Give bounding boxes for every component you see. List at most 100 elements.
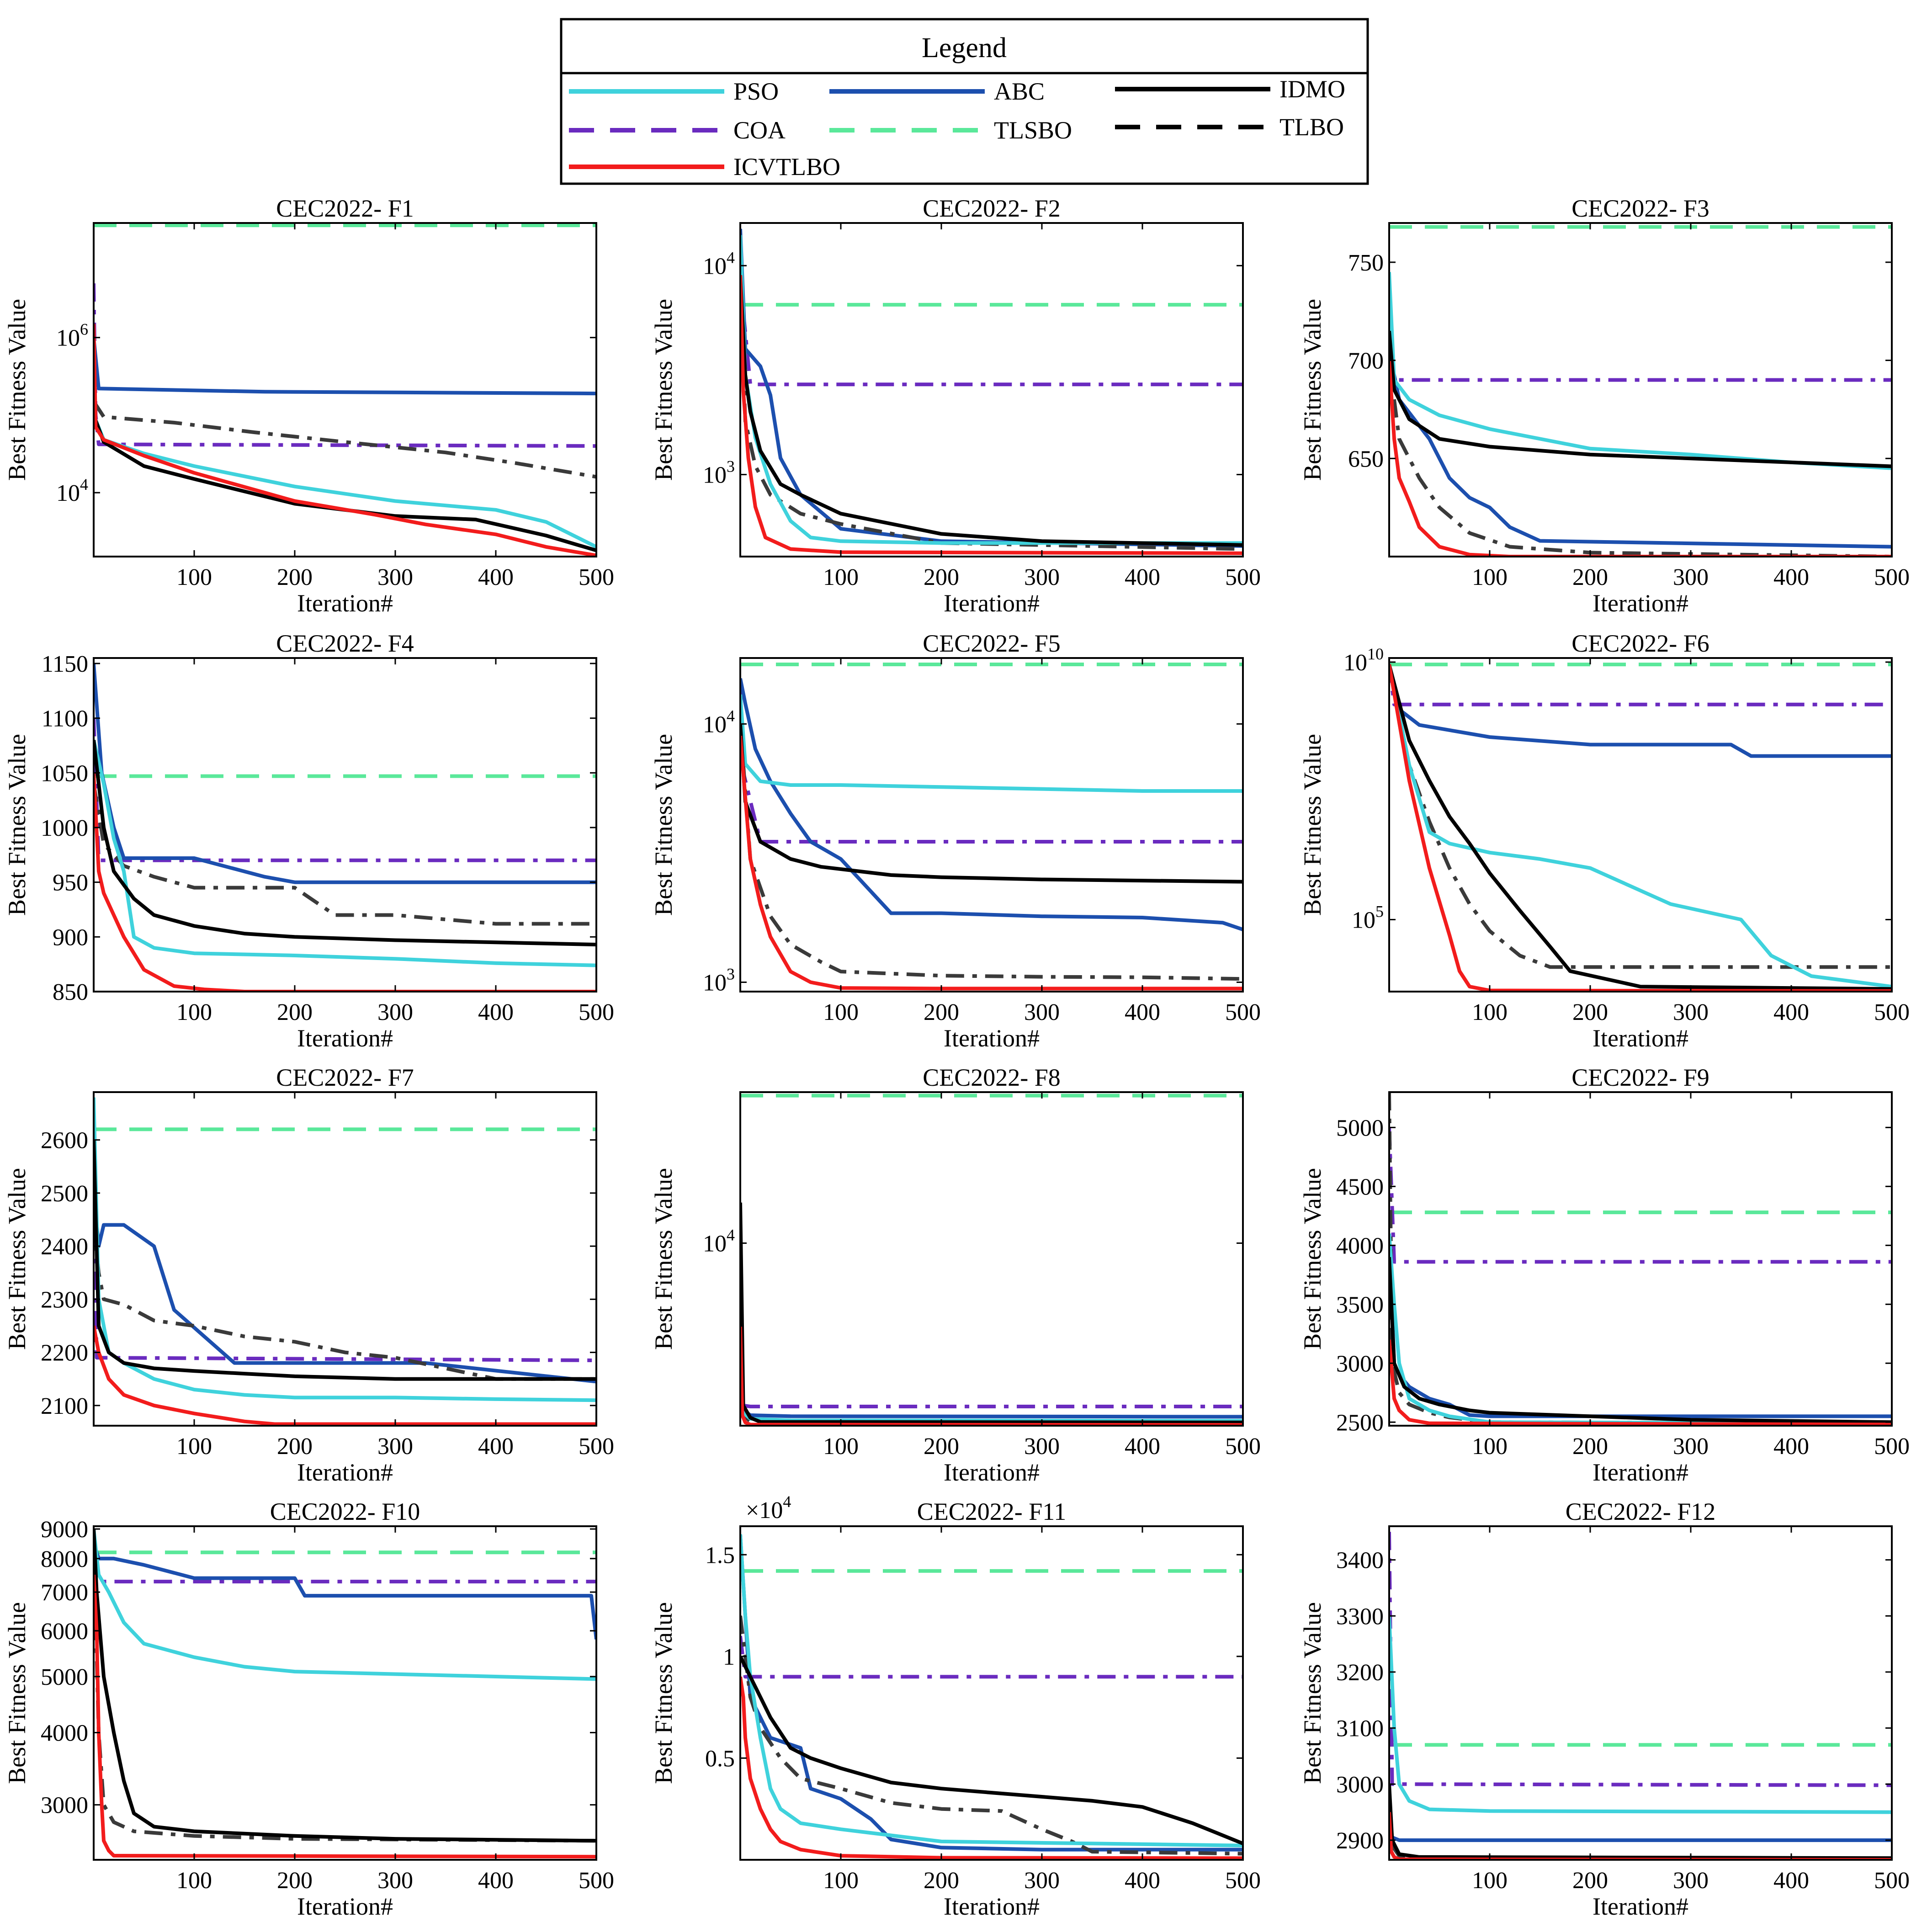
series-coa [740, 1635, 1243, 1679]
y-tick-label: 1000 [41, 815, 88, 841]
x-tick-label: 500 [1225, 1433, 1261, 1460]
x-tick-label: 400 [1773, 999, 1809, 1025]
x-tick-label: 500 [579, 1433, 614, 1460]
y-tick-base: 10 [703, 1231, 727, 1257]
x-axis-label: Iteration# [297, 1459, 393, 1486]
y-tick-label: 4000 [41, 1720, 88, 1746]
y-tick-label: 8000 [41, 1546, 88, 1572]
y-axis-label: Best Fitness Value [1299, 734, 1326, 916]
x-axis-label: Iteration# [1593, 1893, 1688, 1920]
x-tick-label: 200 [277, 1868, 313, 1894]
y-tick-exponent: 10 [1367, 645, 1384, 663]
x-tick-label: 500 [579, 999, 614, 1025]
x-tick-label: 200 [1572, 1433, 1608, 1460]
y-tick-label: 3300 [1336, 1603, 1384, 1629]
series-icvtlbo [94, 324, 596, 557]
y-tick-label: 2600 [41, 1128, 88, 1154]
x-tick-label: 100 [1472, 1868, 1508, 1894]
y-tick-label: 1050 [41, 760, 88, 786]
legend: Legend PSO ABC IDMO COA TLSBO TLBO ICVTLBO [560, 18, 1369, 185]
y-tick-exponent: 4 [727, 1226, 735, 1244]
y-tick-label: 2500 [41, 1181, 88, 1207]
y-tick-base: 10 [1352, 907, 1375, 933]
y-tick-exponent: 4 [727, 248, 735, 266]
x-tick-label: 100 [823, 1868, 859, 1894]
x-axis-label: Iteration# [1593, 1459, 1688, 1486]
y-axis-label: Best Fitness Value [3, 734, 31, 916]
y-tick-label: 750 [1348, 250, 1384, 276]
y-tick-label: 9000 [41, 1517, 88, 1543]
y-tick-exponent: 3 [727, 965, 735, 983]
plot-frame [93, 1525, 597, 1861]
panel-cec2022-f7: 100 200 300 400 500 2100 2200 2300 2400 2500 2600 C… [3, 1064, 614, 1486]
y-tick-label: 650 [1348, 446, 1384, 472]
plot-frame [1388, 1091, 1893, 1427]
x-tick-label: 500 [579, 1868, 614, 1894]
x-tick-label: 200 [1572, 564, 1608, 590]
plot-area [740, 1526, 1243, 1860]
y-tick-label: 104 [56, 475, 88, 506]
series-idmo [740, 724, 1243, 884]
x-tick-label: 400 [478, 564, 514, 590]
x-tick-label: 100 [823, 999, 859, 1025]
legend-label-icvtlbo: ICVTLBO [733, 153, 840, 180]
y-tick-label: 0.5 [705, 1746, 735, 1772]
x-axis-label: Iteration# [944, 1024, 1040, 1052]
series-icvtlbo [740, 1327, 1243, 1426]
x-tick-label: 400 [478, 1433, 514, 1460]
series-idmo [1389, 664, 1892, 991]
x-tick-label: 500 [1225, 564, 1261, 590]
x-tick-label: 200 [924, 1433, 959, 1460]
panel-cec2022-f4: 100 200 300 400 500 850 900 950 1000 1050 1100 1150… [3, 630, 614, 1052]
x-tick-label: 500 [1874, 1433, 1910, 1460]
x-tick-label: 200 [277, 564, 313, 590]
plot-area [740, 1092, 1243, 1426]
x-tick-label: 200 [277, 1433, 313, 1460]
y-tick-label: 1150 [42, 651, 88, 677]
y-axis-label: Best Fitness Value [1299, 299, 1326, 481]
x-tick-label: 100 [823, 564, 859, 590]
x-tick-label: 300 [1024, 1868, 1060, 1894]
series-icvtlbo [1389, 664, 1892, 992]
plot-area [740, 658, 1243, 992]
panel-cec2022-f10: 100 200 300 400 500 3000 4000 5000 6000 7000 8000 9… [3, 1498, 614, 1920]
series-pso [1389, 1233, 1892, 1425]
x-tick-label: 400 [1125, 564, 1160, 590]
x-tick-label: 200 [1572, 1868, 1608, 1894]
y-tick-label: 2900 [1336, 1828, 1384, 1854]
y-tick-label: 2400 [41, 1234, 88, 1260]
y-axis-multiplier: ×104 [746, 1492, 791, 1523]
legend-box [560, 18, 1369, 185]
legend-title: Legend [922, 32, 1007, 64]
y-tick-exponent: 6 [80, 320, 88, 339]
y-tick-label: 104 [703, 1226, 735, 1257]
series-pso [1389, 664, 1892, 989]
series-tlbo [94, 783, 596, 926]
plot-area [740, 223, 1243, 557]
y-tick-label: 3400 [1336, 1548, 1384, 1574]
panel-cec2022-f11: 100 200 300 400 500 0.5 1 1.5 ×104 CEC2022- F11 It… [650, 1492, 1261, 1920]
y-axis-label: Best Fitness Value [650, 734, 677, 916]
x-tick-label: 300 [1673, 564, 1709, 590]
legend-label-tlsbo: TLSBO [994, 117, 1072, 144]
panel-title: CEC2022- F8 [923, 1064, 1061, 1091]
y-tick-label: 3100 [1336, 1716, 1384, 1742]
series-idmo [94, 1140, 596, 1381]
series-icvtlbo [740, 735, 1243, 991]
panel-title: CEC2022- F9 [1571, 1064, 1709, 1091]
x-tick-label: 200 [924, 1868, 959, 1894]
plot-area [94, 1526, 596, 1860]
series-idmo [740, 275, 1243, 547]
series-abc [740, 1534, 1243, 1852]
x-axis-label: Iteration# [1593, 589, 1688, 617]
y-tick-base: 10 [703, 462, 727, 488]
x-tick-label: 300 [377, 1868, 413, 1894]
legend-label-tlbo: TLBO [1279, 113, 1344, 141]
x-tick-label: 100 [176, 1433, 212, 1460]
y-tick-exponent: 4 [727, 706, 735, 725]
series-pso [94, 1529, 596, 1681]
x-tick-label: 400 [1125, 1433, 1160, 1460]
plot-frame [739, 657, 1244, 993]
x-tick-label: 200 [924, 999, 959, 1025]
